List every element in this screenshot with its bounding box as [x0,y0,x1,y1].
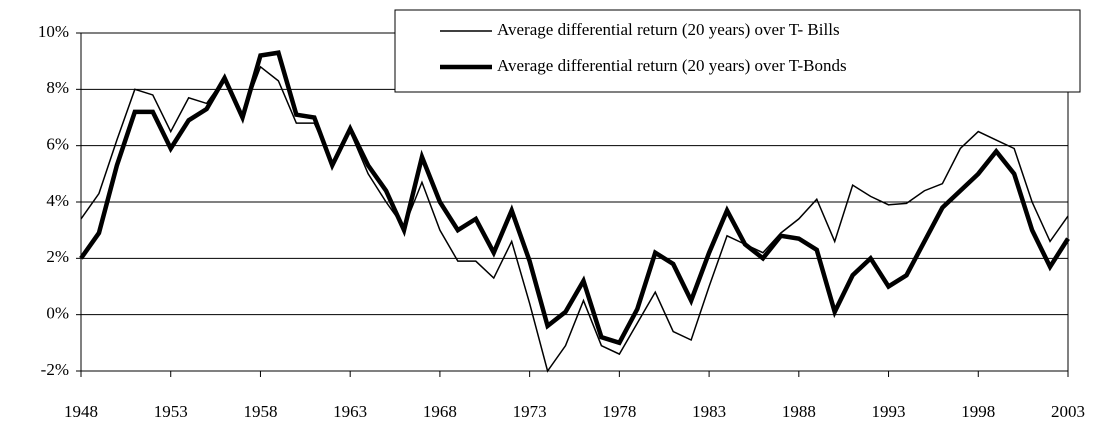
y-tick-label: 6% [46,135,69,154]
x-tick-label: 1963 [333,402,367,421]
x-tick-label: 1983 [692,402,726,421]
y-tick-label: 0% [46,304,69,323]
x-tick-label: 1953 [154,402,188,421]
y-tick-label: 2% [46,247,69,266]
x-tick-label: 1968 [423,402,457,421]
x-tick-label: 1988 [782,402,816,421]
y-tick-label: 10% [38,22,69,41]
legend-label: Average differential return (20 years) o… [497,56,847,75]
x-tick-label: 2003 [1051,402,1085,421]
legend-label: Average differential return (20 years) o… [497,20,840,39]
x-tick-label: 1993 [872,402,906,421]
y-tick-label: 4% [46,191,69,210]
x-tick-label: 1978 [602,402,636,421]
x-tick-label: 1998 [961,402,995,421]
series-line [80,65,1069,373]
y-tick-label: -2% [41,360,69,379]
series-line [79,50,1070,346]
x-tick-label: 1958 [243,402,277,421]
legend-box [394,9,1081,93]
y-tick-label: 8% [46,78,69,97]
x-tick-label: 1948 [64,402,98,421]
x-tick-label: 1973 [513,402,547,421]
